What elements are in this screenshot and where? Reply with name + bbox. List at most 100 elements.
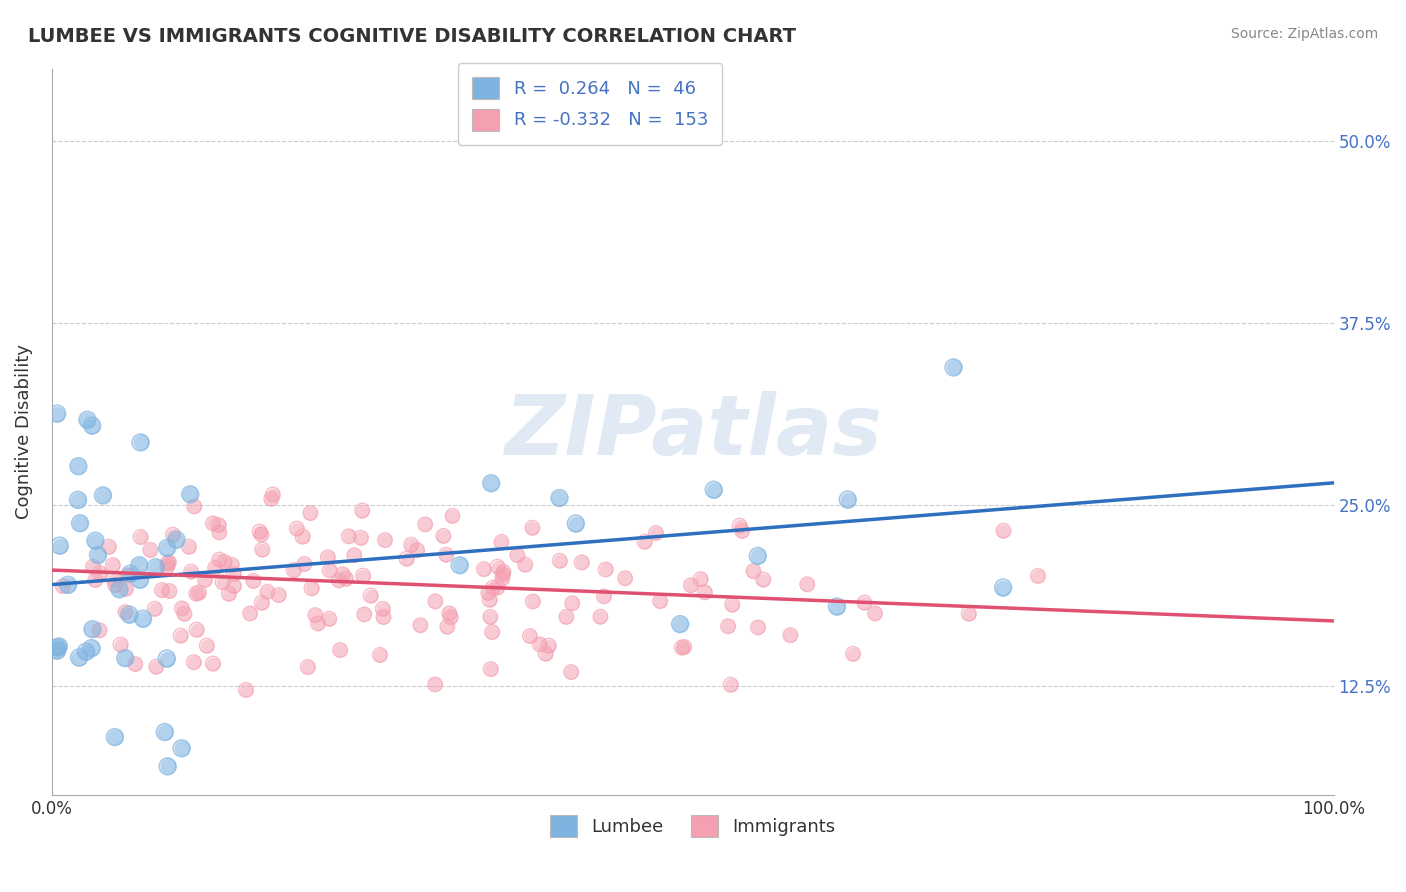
Point	[143, 601, 166, 615]
Point	[491, 535, 513, 549]
Point	[371, 602, 394, 616]
Point	[183, 500, 205, 514]
Point	[84, 533, 107, 548]
Point	[262, 487, 284, 501]
Point	[89, 624, 111, 638]
Point	[66, 492, 89, 507]
Point	[173, 607, 195, 621]
Point	[67, 650, 90, 665]
Point	[297, 660, 319, 674]
Point	[195, 639, 218, 653]
Point	[186, 587, 208, 601]
Point	[283, 563, 305, 577]
Point	[491, 567, 513, 582]
Point	[515, 558, 537, 572]
Point	[679, 578, 702, 592]
Point	[318, 564, 340, 578]
Point	[110, 638, 132, 652]
Legend: Lumbee, Immigrants: Lumbee, Immigrants	[543, 808, 842, 845]
Point	[129, 573, 152, 587]
Point	[449, 558, 471, 573]
Point	[477, 586, 499, 600]
Point	[222, 566, 245, 581]
Point	[170, 601, 193, 615]
Point	[143, 601, 166, 615]
Point	[76, 413, 98, 427]
Point	[120, 566, 142, 581]
Point	[80, 641, 103, 656]
Point	[479, 610, 502, 624]
Point	[492, 565, 515, 579]
Point	[156, 759, 179, 773]
Point	[294, 557, 316, 571]
Point	[853, 596, 876, 610]
Point	[720, 678, 742, 692]
Point	[449, 558, 471, 573]
Point	[214, 555, 236, 569]
Point	[89, 566, 111, 580]
Point	[301, 582, 323, 596]
Point	[481, 625, 503, 640]
Point	[481, 625, 503, 640]
Point	[250, 596, 273, 610]
Point	[423, 677, 446, 691]
Point	[425, 594, 447, 608]
Point	[103, 573, 125, 587]
Point	[1026, 569, 1049, 583]
Point	[250, 596, 273, 610]
Point	[89, 624, 111, 638]
Point	[97, 540, 120, 554]
Point	[67, 459, 90, 474]
Point	[374, 533, 396, 548]
Y-axis label: Cognitive Disability: Cognitive Disability	[15, 344, 32, 519]
Point	[693, 585, 716, 599]
Point	[352, 503, 374, 517]
Point	[522, 521, 544, 535]
Point	[409, 618, 432, 632]
Point	[689, 572, 711, 586]
Point	[472, 562, 495, 576]
Point	[614, 571, 637, 585]
Point	[162, 527, 184, 541]
Point	[211, 575, 233, 590]
Point	[291, 529, 314, 543]
Point	[571, 556, 593, 570]
Point	[46, 644, 69, 658]
Point	[294, 557, 316, 571]
Point	[170, 741, 193, 756]
Point	[82, 559, 104, 574]
Point	[337, 529, 360, 543]
Point	[186, 623, 208, 637]
Point	[170, 741, 193, 756]
Point	[529, 637, 551, 651]
Point	[304, 608, 326, 623]
Point	[721, 598, 744, 612]
Point	[439, 610, 461, 624]
Point	[350, 531, 373, 545]
Point	[565, 516, 588, 531]
Point	[472, 562, 495, 576]
Point	[479, 476, 502, 491]
Point	[329, 643, 352, 657]
Point	[156, 541, 179, 555]
Point	[108, 582, 131, 597]
Point	[318, 612, 340, 626]
Point	[103, 573, 125, 587]
Point	[75, 645, 97, 659]
Point	[208, 525, 231, 540]
Point	[522, 594, 544, 608]
Point	[52, 579, 75, 593]
Point	[114, 605, 136, 619]
Point	[153, 725, 176, 739]
Point	[208, 552, 231, 566]
Point	[548, 554, 571, 568]
Point	[304, 608, 326, 623]
Point	[360, 589, 382, 603]
Point	[260, 491, 283, 506]
Point	[139, 543, 162, 558]
Point	[555, 610, 578, 624]
Point	[208, 552, 231, 566]
Point	[337, 529, 360, 543]
Point	[108, 582, 131, 597]
Point	[129, 573, 152, 587]
